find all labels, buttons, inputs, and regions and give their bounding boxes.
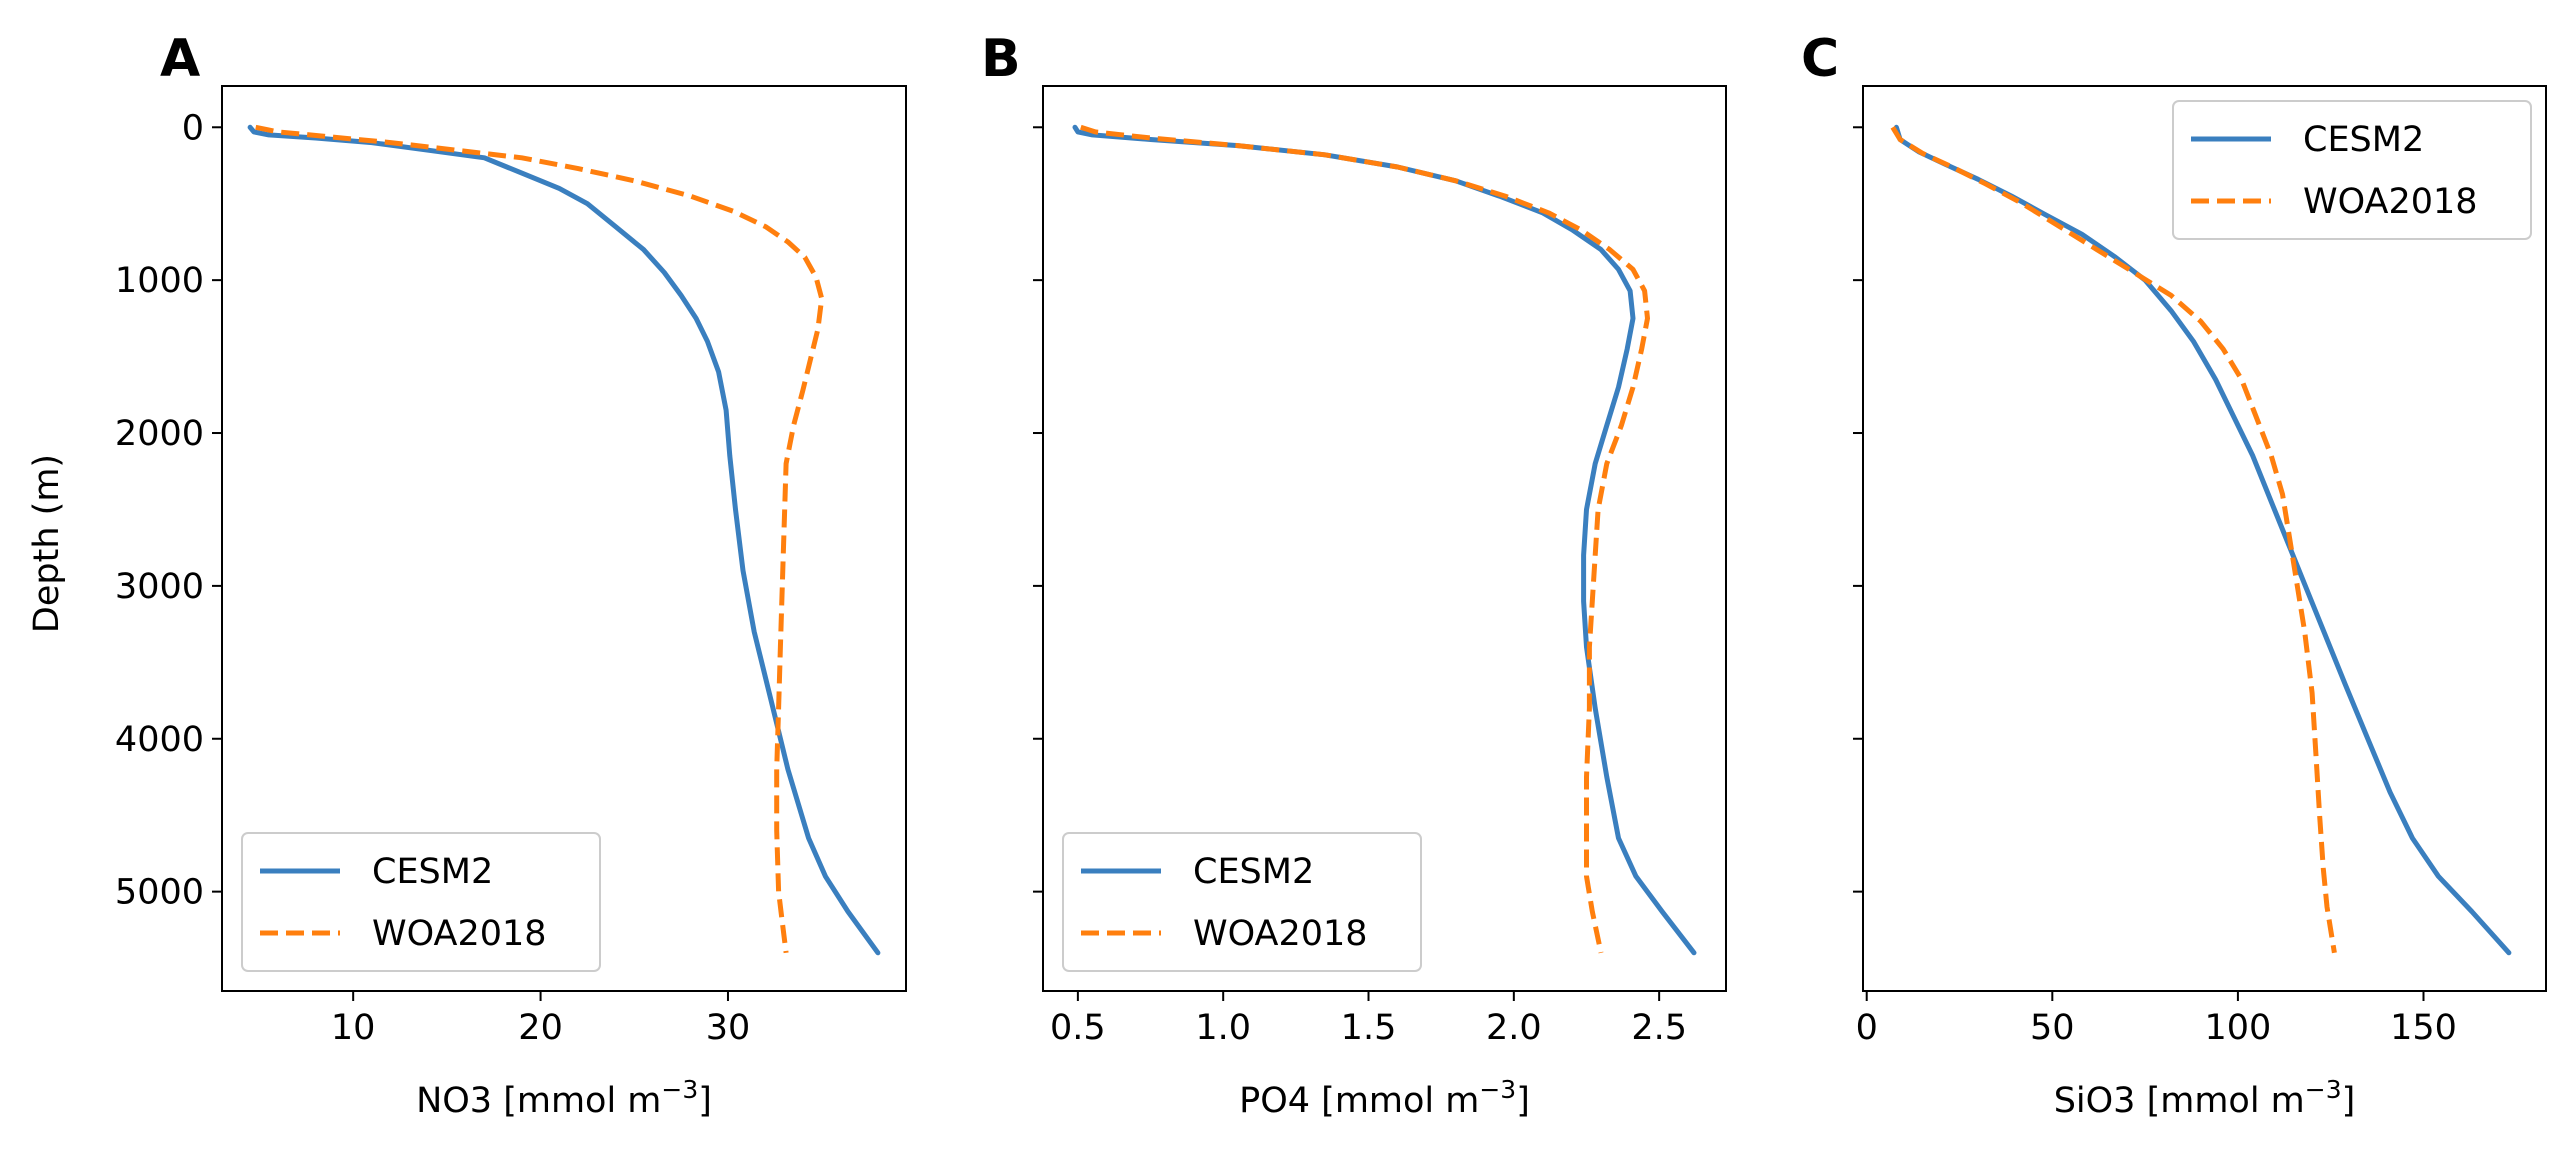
y-tick-label: 1000 (115, 261, 204, 301)
legend-box (241, 832, 601, 972)
x-tick-label: 10 (331, 1008, 376, 1048)
series-line-cesm2 (1893, 124, 2512, 956)
legend: CESM2 WOA2018 (2172, 100, 2532, 240)
panel-letter: A (160, 29, 200, 89)
legend-label-cesm2: CESM2 (372, 852, 493, 892)
panel-b: 0.5 1.0 1.5 2.0 2.5 PO4 [mmol m−3] B CESM2 WOA20… (981, 29, 1727, 1121)
y-tick-label: 0 (182, 108, 204, 148)
x-tick-label: 20 (518, 1008, 563, 1048)
x-axis-label: SiO3 [mmol m−3] (2054, 1075, 2356, 1121)
x-tick-label: 100 (2205, 1008, 2272, 1048)
x-tick-label: 2.0 (1486, 1008, 1542, 1048)
y-tick-label: 3000 (115, 567, 204, 607)
x-tick-label: 150 (2390, 1008, 2457, 1048)
axes-frame (221, 85, 907, 992)
series-line-woa2018 (1080, 124, 1650, 954)
legend-label-cesm2: CESM2 (1193, 852, 1314, 892)
series-line-woa2018 (1890, 126, 2337, 954)
legend-label-woa2018: WOA2018 (1193, 914, 1368, 954)
x-tick-label: 1.0 (1195, 1008, 1251, 1048)
legend-label-woa2018: WOA2018 (372, 914, 547, 954)
legend-label-woa2018: WOA2018 (2303, 182, 2478, 222)
series-line-cesm2 (1072, 124, 1697, 956)
x-tick-label: 50 (2030, 1008, 2075, 1048)
axes-frame (1862, 85, 2547, 992)
y-tick-label: 5000 (115, 873, 204, 913)
panel-c: 0 50 100 150 SiO3 [mmol m−3] C CESM2 WOA2018 (1801, 29, 2547, 1121)
panel-a: 10 20 30 0 1000 2000 3000 4000 5000 NO3 [mmol m−3… (27, 29, 907, 1121)
legend-box (1062, 832, 1422, 972)
x-tick-label: 0 (1856, 1008, 1878, 1048)
y-tick-label: 4000 (115, 720, 204, 760)
panel-letter: B (981, 29, 1021, 89)
panel-letter: C (1801, 29, 1839, 89)
axes-frame (1042, 85, 1727, 992)
y-axis-label: Depth (m) (27, 454, 67, 633)
x-tick-label: 1.5 (1341, 1008, 1397, 1048)
x-tick-label: 0.5 (1050, 1008, 1106, 1048)
x-tick-label: 30 (706, 1008, 751, 1048)
series-line-woa2018 (255, 124, 825, 954)
y-tick-label: 2000 (115, 414, 204, 454)
x-axis-label: PO4 [mmol m−3] (1239, 1075, 1530, 1121)
legend-box (2172, 100, 2532, 240)
x-axis-label: NO3 [mmol m−3] (416, 1075, 712, 1121)
legend: CESM2 WOA2018 (241, 832, 601, 972)
legend-label-cesm2: CESM2 (2303, 120, 2424, 160)
x-tick-label: 2.5 (1631, 1008, 1687, 1048)
legend: CESM2 WOA2018 (1062, 832, 1422, 972)
